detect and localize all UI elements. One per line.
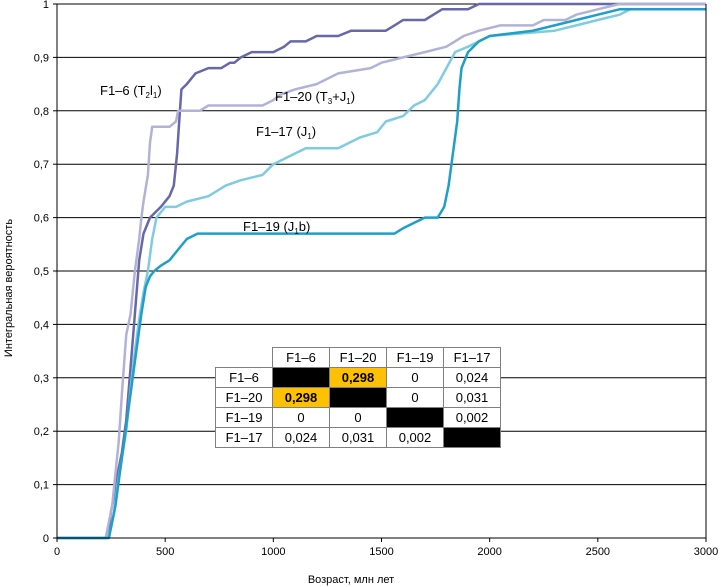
- p-value-table: F1–6 F1–20 F1–19 F1–17 F1–6 0,298 0 0,02…: [215, 347, 501, 448]
- table-cell: 0: [272, 407, 330, 428]
- table-row-header: F1–6: [215, 367, 273, 388]
- y-tick-label: 0,5: [34, 266, 49, 278]
- table-row: F1–6 0,298 0 0,024: [215, 367, 501, 388]
- table-cell-highlight: 0,298: [329, 367, 387, 388]
- y-tick-label: 0,3: [34, 373, 49, 385]
- table-cell: 0: [386, 367, 444, 388]
- series-label-0: F1–6 (T2l1): [100, 83, 162, 100]
- table-cell: 0,031: [443, 387, 501, 408]
- x-tick-label: 2000: [477, 546, 501, 558]
- series-line-2: [57, 8, 706, 540]
- y-tick-labels: 0 0,1 0,2 0,3 0,4 0,5 0,6 0,7 0,8 0,9 1: [34, 0, 49, 545]
- table-cell-highlight: 0,298: [272, 387, 330, 408]
- x-tick-labels: 0 500 1000 1500 2000 2500 3000: [54, 546, 718, 558]
- table-cell: 0,002: [443, 407, 501, 428]
- table-cell: 0,031: [329, 427, 387, 448]
- x-tick-label: 3000: [694, 546, 718, 558]
- x-tick-label: 0: [54, 546, 60, 558]
- table-row: F1–20 0,298 0 0,031: [215, 387, 501, 408]
- y-tick-label: 0,8: [34, 106, 49, 118]
- y-tick-label: 0,9: [34, 52, 49, 64]
- series-labels: F1–6 (T2l1) F1–20 (T3+J1) F1–17 (J1) F1–19 …: [100, 83, 355, 236]
- table-header-cell: F1–19: [386, 347, 444, 368]
- x-axis-title: Возраст, млн лет: [308, 574, 394, 586]
- series-line-3: [57, 8, 706, 540]
- table-row-header: F1–17: [215, 427, 273, 448]
- table-diagonal-cell: [272, 367, 330, 388]
- y-tick-label: 0,6: [34, 213, 49, 225]
- table-corner-cell: [215, 347, 273, 368]
- table-header-cell: F1–20: [329, 347, 387, 368]
- x-tick-label: 2500: [586, 546, 610, 558]
- x-tick-label: 1000: [261, 546, 285, 558]
- table-row: F1–19 0 0 0,002: [215, 407, 501, 428]
- y-tick-label: 1: [43, 0, 49, 11]
- x-tick-label: 500: [156, 546, 174, 558]
- series-label-2: F1–17 (J1): [256, 124, 316, 141]
- table-row-header: F1–19: [215, 407, 273, 428]
- y-tick-label: 0,4: [34, 319, 49, 331]
- table-cell: 0: [329, 407, 387, 428]
- table-row-header: F1–20: [215, 387, 273, 408]
- x-tick-label: 1500: [369, 546, 393, 558]
- table-row: F1–17 0,024 0,031 0,002: [215, 427, 501, 448]
- axes: [53, 3, 707, 542]
- series-line-1: [57, 2, 706, 540]
- table-cell: 0: [386, 387, 444, 408]
- table-header-cell: F1–6: [272, 347, 330, 368]
- table-diagonal-cell: [443, 427, 501, 448]
- table-cell: 0,024: [443, 367, 501, 388]
- y-tick-label: 0,1: [34, 480, 49, 492]
- series-label-3: F1–19 (J1b): [243, 219, 310, 236]
- y-tick-label: 0: [43, 533, 49, 545]
- series-label-1: F1–20 (T3+J1): [275, 89, 355, 106]
- y-tick-label: 0,7: [34, 159, 49, 171]
- series-lines: [57, 2, 706, 540]
- table-cell: 0,024: [272, 427, 330, 448]
- y-axis-title: Интегральная вероятность: [3, 219, 15, 357]
- y-tick-label: 0,2: [34, 426, 49, 438]
- table-diagonal-cell: [329, 387, 387, 408]
- table-header-cell: F1–17: [443, 347, 501, 368]
- table-header-row: F1–6 F1–20 F1–19 F1–17: [215, 347, 501, 368]
- table-cell: 0,002: [386, 427, 444, 448]
- table-diagonal-cell: [386, 407, 444, 428]
